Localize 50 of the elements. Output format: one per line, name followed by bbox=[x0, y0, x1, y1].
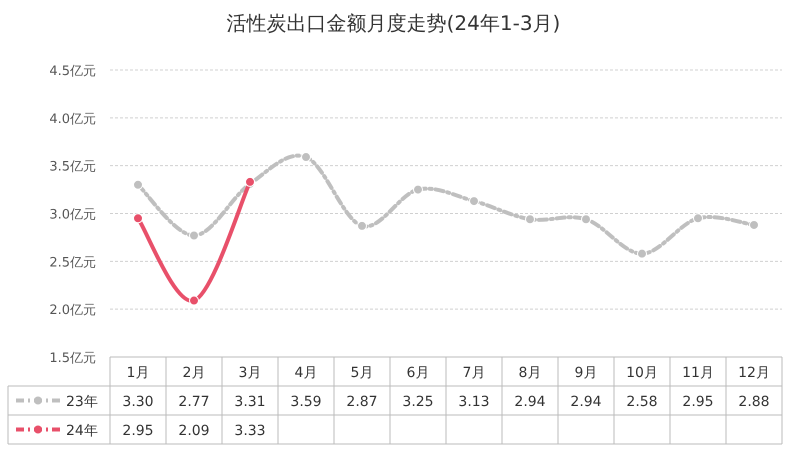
y-tick-label: 3.5亿元 bbox=[49, 160, 96, 175]
x-tick-label: 12月 bbox=[738, 365, 770, 381]
data-label: 2.87 bbox=[346, 394, 378, 410]
y-tick-label: 2.5亿元 bbox=[49, 255, 96, 270]
x-tick-label: 1月 bbox=[126, 365, 150, 381]
x-tick-label: 10月 bbox=[626, 365, 658, 381]
legend-label: 24年 bbox=[66, 423, 98, 439]
data-label: 3.25 bbox=[402, 394, 434, 410]
y-tick-label: 4.5亿元 bbox=[49, 64, 96, 79]
point bbox=[301, 152, 311, 162]
x-tick-label: 8月 bbox=[518, 365, 542, 381]
data-label: 2.94 bbox=[570, 394, 602, 410]
x-tick-label: 5月 bbox=[350, 365, 374, 381]
point bbox=[189, 296, 199, 306]
point bbox=[581, 214, 591, 224]
x-tick-label: 9月 bbox=[574, 365, 598, 381]
data-label: 3.59 bbox=[290, 394, 322, 410]
point bbox=[637, 248, 647, 259]
data-label: 2.95 bbox=[682, 394, 714, 410]
data-label: 3.31 bbox=[234, 394, 266, 410]
data-label: 2.88 bbox=[738, 394, 770, 410]
point bbox=[469, 196, 479, 206]
x-tick-label: 11月 bbox=[682, 365, 714, 381]
x-tick-label: 7月 bbox=[462, 365, 486, 381]
chart-title: 活性炭出口金额月度走势(24年1-3月) bbox=[226, 11, 560, 35]
data-label: 2.58 bbox=[626, 394, 658, 410]
x-tick-label: 6月 bbox=[406, 365, 430, 381]
x-tick-label: 2月 bbox=[182, 365, 206, 381]
legend-label: 23年 bbox=[66, 394, 98, 410]
point bbox=[133, 213, 143, 224]
y-tick-label: 2.0亿元 bbox=[49, 303, 96, 318]
x-tick-label: 4月 bbox=[294, 365, 318, 381]
data-label: 2.95 bbox=[122, 423, 154, 439]
point bbox=[525, 214, 535, 224]
data-label: 2.94 bbox=[514, 394, 546, 410]
data-label: 2.09 bbox=[178, 423, 210, 439]
y-tick-label: 1.5亿元 bbox=[49, 351, 96, 366]
x-tick-label: 3月 bbox=[238, 365, 262, 381]
point bbox=[413, 184, 423, 195]
data-label: 3.33 bbox=[234, 423, 266, 439]
data-label: 3.13 bbox=[458, 394, 490, 410]
point bbox=[693, 213, 703, 224]
point bbox=[749, 220, 759, 230]
y-tick-label: 3.0亿元 bbox=[49, 208, 96, 222]
point bbox=[189, 230, 199, 241]
data-label: 3.30 bbox=[122, 394, 154, 410]
data-label: 2.77 bbox=[178, 394, 210, 410]
point bbox=[357, 220, 367, 231]
y-tick-label: 4.0亿元 bbox=[49, 112, 96, 127]
point bbox=[133, 180, 143, 190]
